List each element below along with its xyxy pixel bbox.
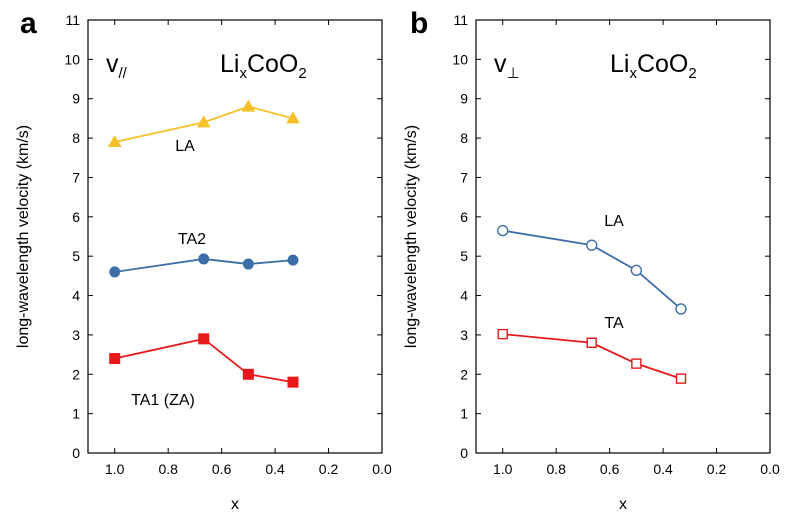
x-tick-label: 0.4: [653, 461, 673, 477]
velocity-symbol: v//: [106, 50, 128, 82]
velocity-symbol: v⊥: [494, 50, 520, 82]
y-tick-label: 11: [453, 12, 468, 28]
x-tick-label: 0.2: [707, 461, 727, 477]
data-point-triangle: [107, 135, 122, 148]
y-tick-label: 10: [64, 51, 80, 67]
velocity-letter: v: [106, 50, 119, 78]
y-tick-label: 3: [460, 327, 468, 343]
series-line: [502, 229, 682, 310]
compound-formula: LixCoO2: [220, 50, 307, 82]
data-point-open-square: [631, 358, 642, 369]
series-line: [114, 105, 294, 143]
data-point-square: [198, 333, 210, 345]
formula-li: Li: [220, 50, 239, 78]
x-tick-label: 0.4: [265, 461, 285, 477]
data-point-triangle: [286, 111, 300, 124]
formula-coo: CoO: [247, 50, 298, 78]
series-ta2: TA2: [109, 231, 299, 278]
data-point-circle: [242, 258, 254, 270]
y-tick-label: 5: [460, 248, 468, 264]
formula-sub-x: x: [629, 65, 637, 82]
y-axis-label: long-wavelength velocity (km/s): [15, 125, 32, 348]
data-point-square: [287, 376, 299, 388]
y-tick-label: 11: [65, 12, 80, 28]
data-point-square: [242, 368, 254, 380]
series-label: TA1 (ZA): [131, 392, 195, 409]
data-point-triangle: [196, 115, 211, 128]
x-tick-label: 0.0: [760, 461, 780, 477]
series-line: [114, 258, 294, 273]
y-tick-label: 1: [460, 406, 468, 422]
panel-label: a: [20, 7, 37, 40]
compound-formula: LixCoO2: [610, 50, 697, 82]
data-point-open-square: [586, 337, 597, 348]
x-tick-label: 0.6: [212, 461, 232, 477]
x-tick-label: 1.0: [493, 461, 513, 477]
data-point-triangle: [241, 99, 256, 112]
y-tick-label: 4: [460, 288, 468, 304]
plot-frame: [87, 19, 383, 454]
y-tick-label: 5: [72, 248, 80, 264]
y-tick-label: 3: [72, 327, 80, 343]
data-point-open-circle: [675, 303, 687, 315]
x-tick-label: 0.6: [600, 461, 620, 477]
data-point-circle: [287, 254, 299, 266]
series-la: LA: [107, 99, 300, 155]
formula-coo: CoO: [637, 50, 688, 78]
y-tick-label: 9: [460, 91, 468, 107]
y-tick-label: 9: [72, 91, 80, 107]
x-axis-label: x: [619, 496, 627, 513]
series-la: LA: [497, 213, 687, 315]
formula-sub-2: 2: [298, 65, 306, 82]
formula-li: Li: [610, 50, 629, 78]
series-label: TA: [604, 315, 624, 332]
velocity-letter: v: [494, 50, 507, 78]
velocity-subscript: //: [119, 65, 128, 82]
y-tick-label: 4: [72, 288, 80, 304]
panel-a: 0 1 2 3 4 5 6 7 8 9 10 11 1.0 0.8 0.6 0.4 0.2 0.0 x long-wa…: [15, 7, 392, 513]
data-point-open-square: [675, 373, 687, 384]
formula-sub-x: x: [239, 65, 247, 82]
y-tick-label: 2: [460, 366, 468, 382]
x-tick-label: 0.0: [372, 461, 392, 477]
formula-sub-2: 2: [688, 65, 696, 82]
x-axis-label: x: [231, 496, 239, 513]
y-tick-label: 2: [72, 366, 80, 382]
series-label: LA: [175, 138, 195, 155]
series-line: [114, 337, 294, 384]
panel-b: 0 1 2 3 4 5 6 7 8 9 10 11 1.0 0.8 0.6 0.4 0.2 0.0 x long-wa…: [403, 7, 780, 513]
y-tick-label: 1: [72, 406, 80, 422]
plot-frame: [475, 19, 771, 454]
y-tick-label: 7: [72, 169, 80, 185]
y-tick-label: 8: [460, 130, 468, 146]
series-line: [502, 333, 682, 380]
y-tick-label: 0: [460, 445, 468, 461]
series-label: LA: [604, 213, 624, 230]
data-point-square: [109, 353, 121, 365]
data-point-circle: [198, 253, 210, 265]
velocity-subscript: ⊥: [507, 65, 520, 82]
y-tick-label: 8: [72, 130, 80, 146]
data-point-open-circle: [586, 239, 598, 251]
y-tick-label: 6: [460, 209, 468, 225]
data-point-circle: [109, 266, 121, 278]
x-tick-label: 0.8: [158, 461, 178, 477]
x-tick-label: 1.0: [105, 461, 125, 477]
x-tick-label: 0.2: [319, 461, 339, 477]
y-axis-label: long-wavelength velocity (km/s): [403, 125, 420, 348]
x-tick-label: 0.8: [546, 461, 566, 477]
data-point-open-circle: [630, 264, 643, 277]
y-tick-label: 6: [72, 209, 80, 225]
y-tick-label: 7: [460, 169, 468, 185]
data-point-open-circle: [497, 224, 509, 237]
data-point-open-square: [497, 328, 508, 340]
series-label: TA2: [178, 231, 206, 248]
y-tick-label: 0: [72, 445, 80, 461]
series-ta1-za-: TA1 (ZA): [109, 333, 299, 409]
series-ta: TA: [497, 315, 687, 384]
panel-label: b: [410, 7, 428, 40]
y-tick-label: 10: [452, 51, 468, 67]
